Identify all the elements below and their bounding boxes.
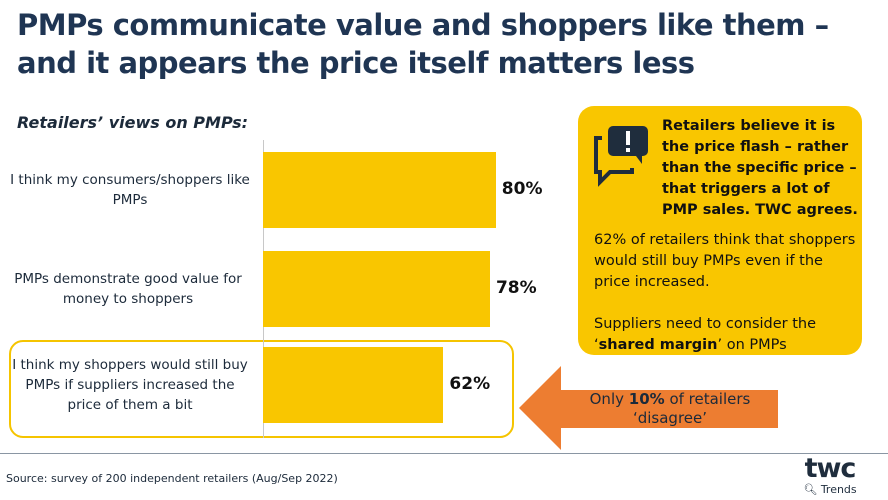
bar [263, 347, 444, 423]
shared-margin-text: shared margin [598, 337, 718, 353]
data-label: 78% [495, 278, 537, 298]
text: Only [589, 390, 629, 408]
disagree-percent: 10% [628, 390, 665, 408]
category-label: PMPs demonstrate good value for money to… [14, 271, 242, 307]
callout-paragraph-margin: Suppliers need to consider the ‘shared m… [594, 314, 856, 356]
logo-text: twc [804, 453, 857, 484]
text: of retailers ‘disagree’ [632, 390, 751, 427]
arrow-left-shape [519, 366, 778, 450]
data-label: 80% [501, 179, 543, 199]
callout-paragraph: 62% of retailers think that shoppers wou… [594, 232, 856, 290]
twc-logo: twc 🔍︎ Trends [790, 455, 870, 497]
logo-sub: 🔍︎ Trends [803, 483, 857, 496]
category-label: I think my consumers/shoppers like PMPs [10, 172, 250, 208]
source-note: Source: survey of 200 independent retail… [6, 472, 338, 485]
data-label: 62% [449, 374, 491, 394]
bar [263, 152, 496, 228]
text: ’ on PMPs [717, 337, 787, 353]
speech-bubble-exclamation-icon [594, 126, 648, 187]
highlight-box [9, 340, 514, 438]
page-title: PMPs communicate value and shoppers like… [17, 8, 829, 80]
category-label: I think my shoppers would still buy PMPs… [12, 357, 248, 413]
footer-divider [0, 453, 888, 454]
chart-title: Retailers’ views on PMPs: [17, 113, 249, 132]
logo-sub-text: Trends [820, 483, 857, 496]
callout-box: Retailers believe it is the price flash … [578, 106, 862, 355]
arrow-note: Only 10% of retailers ‘disagree’ [562, 390, 778, 428]
text: Suppliers need to consider the ‘ [594, 316, 817, 353]
bar [263, 251, 490, 327]
callout-headline: Retailers believe it is the price flash … [662, 118, 858, 218]
